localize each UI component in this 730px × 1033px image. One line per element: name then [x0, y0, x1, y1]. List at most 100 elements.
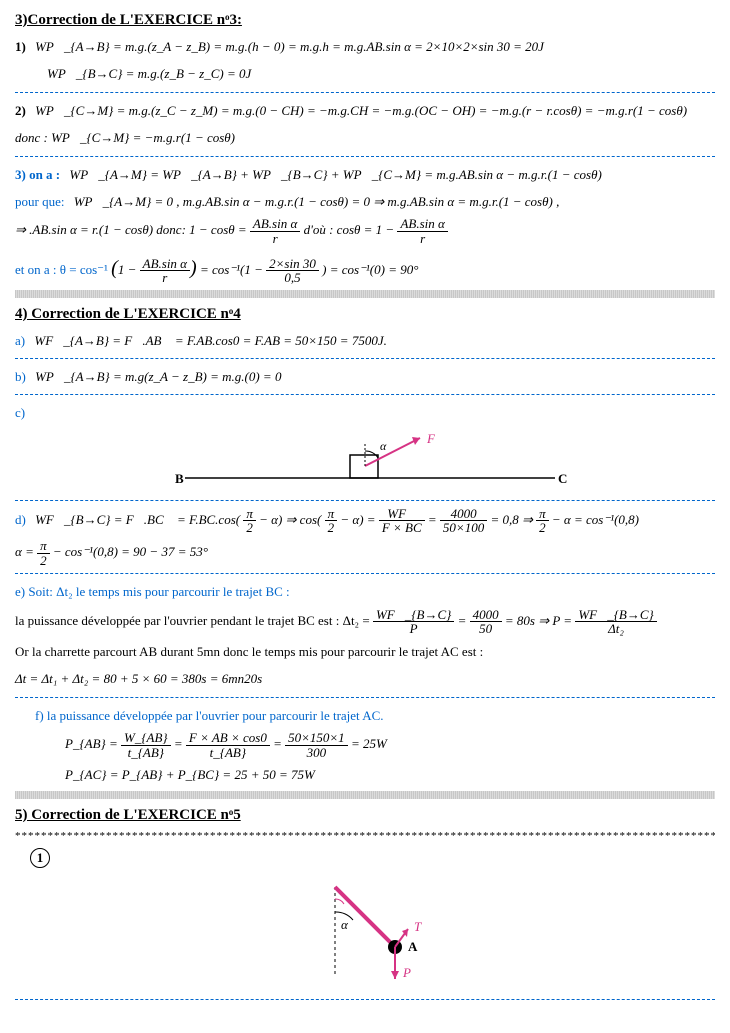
- frac-num: π: [325, 507, 338, 522]
- frac-num: AB.sin α: [250, 217, 300, 232]
- circled-number: 1: [30, 848, 50, 868]
- ex3-l3d-end: ) = cos⁻¹(0) = 90°: [322, 262, 418, 277]
- ex3-l3c-frac1: AB.sin α r: [250, 217, 300, 245]
- section-heading-4: 4) Correction de L'EXERCICE nᵒ4: [15, 306, 715, 323]
- ex3-l2-eq: WP⃗_{C→M} = m.g.(z_C − z_M) = m.g.(0 − C…: [35, 103, 687, 118]
- section-heading-3: 3)Correction de L'EXERCICE nᵒ3:: [15, 12, 715, 29]
- pend-T: T⃗: [414, 919, 431, 934]
- ex4-f-end: = 25W: [351, 736, 387, 751]
- ex4-d2: α = π2 − cos⁻¹(0,8) = 90 − 37 = 53°: [15, 539, 715, 567]
- ex3-line1b: WP⃗_{B→C} = m.g.(z_B − z_C) = 0J: [47, 62, 715, 85]
- ex3-line3b: pour que: WP⃗_{A→M} = 0 , m.g.AB.sin α −…: [15, 190, 715, 213]
- section-heading-5: 5) Correction de L'EXERCICE nᵒ5: [15, 807, 715, 824]
- ex4-e: la puissance développée par l'ouvrier pe…: [15, 608, 715, 636]
- frac-den: 50: [470, 622, 502, 636]
- frac-den: F × BC: [379, 521, 425, 535]
- ex4-e2: Or la charrette parcourt AB durant 5mn d…: [15, 640, 715, 663]
- ex3-l3c-pre: ⇒ .AB.sin α = r.(1 − cosθ) donc: 1 − cos…: [15, 222, 247, 237]
- ex4-f: P_{AB} = W_{AB}t_{AB} = F × AB × cos0t_{…: [65, 731, 715, 759]
- ex5-num-row: 1: [30, 846, 715, 869]
- ex4-d: d) WF⃗_{B→C} = F⃗.BC⃗ = F.BC.cos( π2 − α…: [15, 507, 715, 535]
- ex3-l3c-mid: d'où : cosθ = 1 −: [304, 222, 395, 237]
- ex3-line3d: et on a : θ = cos⁻¹ (1 − AB.sin α r ) = …: [15, 250, 715, 286]
- frac-den: 2: [536, 521, 549, 535]
- divider: [15, 394, 715, 395]
- diagram-svg: α F⃗ B C: [155, 433, 575, 488]
- frac-num: 4000: [440, 507, 487, 522]
- ex4-f-label: f) la puissance développée par l'ouvrier…: [35, 704, 715, 727]
- ex3-line2b: donc : WP⃗_{C→M} = −m.g.r(1 − cosθ): [15, 126, 715, 149]
- ex3-l3-eq: WP⃗_{A→M} = WP⃗_{A→B} + WP⃗_{B→C} + WP⃗_…: [69, 167, 601, 182]
- ex4-a-label: a): [15, 333, 25, 348]
- ex4-d-m3: = 0,8 ⇒: [490, 512, 536, 527]
- frac-num: WF⃗: [379, 507, 425, 522]
- divider: [15, 697, 715, 698]
- ex4-a-eq: WF⃗_{A→B} = F⃗.AB⃗ = F.AB.cos0 = F.AB = …: [34, 333, 387, 348]
- ex3-l3d-pre: et on a : θ = cos⁻¹: [15, 262, 108, 277]
- divider: [15, 358, 715, 359]
- frac-den: 2: [37, 554, 50, 568]
- frac-den: Δt₂: [575, 622, 656, 636]
- ex3-line2: 2) WP⃗_{C→M} = m.g.(z_C − z_M) = m.g.(0 …: [15, 99, 715, 122]
- ex4-d2-end: − cos⁻¹(0,8) = 90 − 37 = 53°: [53, 544, 208, 559]
- ex4-d-end: − α = cos⁻¹(0,8): [552, 512, 639, 527]
- frac-den: 50×100: [440, 521, 487, 535]
- ex3-l1-label: 1): [15, 39, 26, 54]
- ex3-l3b-eq: WP⃗_{A→M} = 0 , m.g.AB.sin α − m.g.r.(1 …: [74, 194, 560, 209]
- ex3-l3d-frac1: AB.sin α r: [140, 257, 190, 285]
- ex3-l3d-frac2: 2×sin 30 0,5: [266, 257, 319, 285]
- ex4-c-row: c): [15, 401, 715, 424]
- frac-den: 2: [243, 521, 256, 535]
- frac-den: t_{AB}: [186, 746, 270, 760]
- frac-den: r: [250, 232, 300, 246]
- ex4-e-label: e) Soit: Δt₂ le temps mis pour parcourir…: [15, 580, 715, 603]
- divider: [15, 500, 715, 501]
- ex4-e-mid: = 80s ⇒ P =: [505, 613, 572, 628]
- frac-den: 0,5: [266, 271, 319, 285]
- pend-P: P⃗: [402, 965, 421, 980]
- diag-B: B: [175, 471, 184, 486]
- frac-den: r: [140, 271, 190, 285]
- ex3-l3c-frac2: AB.sin α r: [397, 217, 447, 245]
- divider: [15, 156, 715, 157]
- ex3-l3b-pre: pour que:: [15, 194, 64, 209]
- ex3-line1: 1) WP⃗_{A→B} = m.g.(z_A − z_B) = m.g.(h …: [15, 35, 715, 58]
- frac-num: π: [536, 507, 549, 522]
- divider: [15, 92, 715, 93]
- ex3-l3-label: 3) on a :: [15, 167, 60, 182]
- ex4-d-pre: WF⃗_{B→C} = F⃗.BC⃗ = F.BC.cos(: [35, 512, 240, 527]
- ex4-c-label: c): [15, 405, 25, 420]
- ex3-l2-label: 2): [15, 103, 26, 118]
- ex4-d-label: d): [15, 512, 26, 527]
- ex3-l3d-mid: = cos⁻¹(1 −: [200, 262, 263, 277]
- ex4-b-label: b): [15, 369, 26, 384]
- frac-num: AB.sin α: [397, 217, 447, 232]
- ex5-diagram: α A T⃗ P⃗: [15, 877, 715, 991]
- ex4-b-eq: WP⃗_{A→B} = m.g(z_A − z_B) = m.g.(0) = 0: [35, 369, 281, 384]
- frac-den: 300: [285, 746, 348, 760]
- frac-den: r: [397, 232, 447, 246]
- frac-num: AB.sin α: [140, 257, 190, 272]
- diag-F: F⃗: [426, 433, 445, 446]
- star-row: ****************************************…: [15, 830, 715, 842]
- ex4-b: b) WP⃗_{A→B} = m.g(z_A − z_B) = m.g.(0) …: [15, 365, 715, 388]
- frac-num: F × AB × cos0: [186, 731, 270, 746]
- frac-den: 2: [325, 521, 338, 535]
- ex4-c-diagram: α F⃗ B C: [15, 433, 715, 492]
- ex3-line3c: ⇒ .AB.sin α = r.(1 − cosθ) donc: 1 − cos…: [15, 217, 715, 245]
- ex4-d2-pre: α =: [15, 544, 37, 559]
- frac-num: 2×sin 30: [266, 257, 319, 272]
- ex4-d-m2: − α) =: [340, 512, 375, 527]
- frac-num: 4000: [470, 608, 502, 623]
- section-divider-bar: [15, 290, 715, 298]
- ex4-d-eq: =: [428, 512, 440, 527]
- section-divider-bar: [15, 791, 715, 799]
- ex4-f2: P_{AC} = P_{AB} + P_{BC} = 25 + 50 = 75W: [65, 763, 715, 786]
- frac-num: WF⃗_{B→C}: [575, 608, 656, 623]
- diag-alpha: α: [380, 439, 387, 453]
- ex4-e-pre: la puissance développée par l'ouvrier pe…: [15, 613, 370, 628]
- frac-num: W_{AB}: [121, 731, 171, 746]
- pend-alpha: α: [341, 917, 349, 932]
- ex3-line3: 3) on a : WP⃗_{A→M} = WP⃗_{A→B} + WP⃗_{B…: [15, 163, 715, 186]
- ex3-l1-eq: WP⃗_{A→B} = m.g.(z_A − z_B) = m.g.(h − 0…: [35, 39, 544, 54]
